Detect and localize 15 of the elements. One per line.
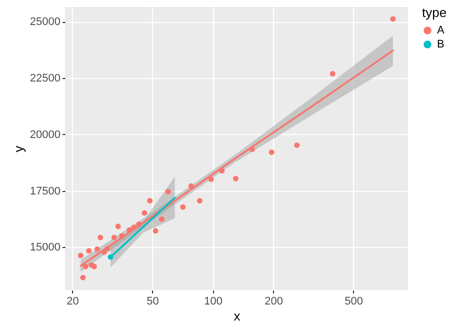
- legend-label: A: [437, 24, 445, 36]
- y-tick-label: 17500: [30, 185, 60, 198]
- y-axis-title: y: [10, 145, 26, 152]
- y-tick-label: 20000: [30, 128, 60, 141]
- x-axis-title: x: [234, 308, 241, 324]
- x-tick-label: 100: [204, 296, 222, 308]
- legend-title: type: [422, 5, 447, 20]
- x-tick-label: 500: [344, 296, 364, 308]
- y-tick-label: 25000: [30, 16, 60, 28]
- x-tick-label: 200: [264, 296, 284, 308]
- y-tick-label: 15000: [30, 242, 60, 254]
- legend-label: B: [437, 38, 444, 50]
- x-tick-label: 20: [66, 296, 79, 308]
- y-tick-label: 22500: [30, 72, 60, 85]
- x-tick-label: 50: [146, 296, 159, 308]
